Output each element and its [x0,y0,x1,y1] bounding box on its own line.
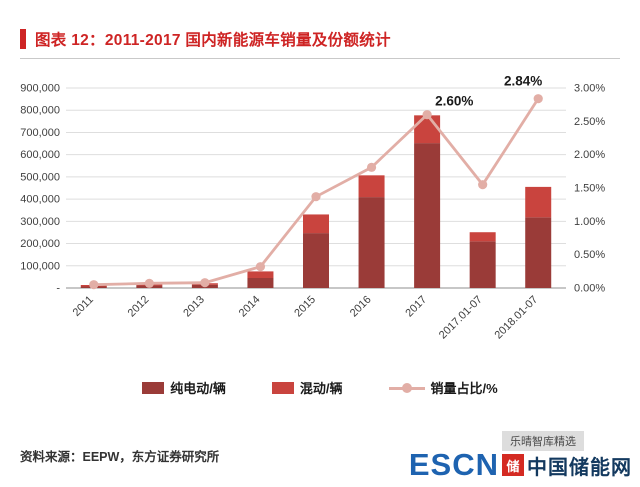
chart-title: 图表 12：2011-2017 国内新能源车销量及份额统计 [35,32,391,49]
x-axis-label: 2015 [292,294,318,320]
share-line-marker [533,94,543,104]
bar-hybrid [303,214,329,234]
share-line-marker [144,278,154,288]
data-label: 2.84% [504,74,542,89]
watermark: 乐晴智库精选 [502,431,584,451]
legend-swatch-pure-ev [142,381,165,394]
source-note: 资料来源：EEPW，东方证券研究所 [20,450,220,464]
site-name: 中国储能网 [527,456,632,479]
y-axis-label-right: 2.50% [574,116,605,128]
legend-dot [401,382,412,393]
x-axis-label: 2016 [348,294,374,320]
title-accent-bar [20,29,26,49]
bar-pure-ev [525,217,552,288]
escn-logo: ESCN 储 中国储能网 [409,447,632,483]
share-line-marker [366,162,377,172]
y-axis-label-right: 3.00% [574,83,605,95]
share-line-marker [478,180,488,190]
y-axis-label-left: 200,000 [20,238,60,250]
x-axis-label: 2017 [403,294,429,320]
title-underline [20,58,620,59]
y-axis-label-right: 0.00% [574,283,605,295]
y-axis-label-left: 700,000 [20,127,60,139]
legend-item-hybrid: 混动/辆 [271,378,343,397]
x-axis-label: 2018.01-07 [492,294,540,342]
x-axis-label: 2012 [126,294,152,320]
legend-label-hybrid: 混动/辆 [299,381,343,396]
chart-legend: 纯电动/辆 混动/辆 销量占比/% [0,378,640,397]
bar-pure-ev [247,278,274,288]
y-axis-label-right: 1.50% [574,183,605,195]
bar-hybrid [525,186,552,218]
x-axis-label: 2017.01-07 [437,294,485,342]
escn-wordmark: ESCN [408,447,499,482]
legend-label-pure-ev: 纯电动/辆 [170,381,226,396]
legend-label-share: 销量占比/% [430,381,498,396]
bar-hybrid [469,232,496,242]
y-axis-label-left: 100,000 [20,260,60,272]
y-axis-label-right: 2.00% [574,149,605,161]
bar-hybrid [358,175,385,198]
legend-item-pure-ev: 纯电动/辆 [142,378,226,397]
share-line-marker [89,280,99,290]
x-axis-label: 2013 [181,294,207,320]
chart-title-row: 图表 12：2011-2017 国内新能源车销量及份额统计 [20,28,391,50]
y-axis-label-left: 300,000 [20,216,60,228]
y-axis-label-left: 800,000 [20,105,60,117]
bar-pure-ev [469,241,496,288]
share-line-marker [311,192,321,202]
bar-hybrid [414,115,441,144]
y-axis-label-left: 600,000 [20,149,60,161]
bar-pure-ev [414,143,441,288]
escn-icon: 储 [502,454,524,476]
y-axis-label-left: 900,000 [20,83,60,95]
share-line-marker [422,110,432,120]
legend-swatch-hybrid [271,381,294,394]
y-axis-label-right: 1.00% [574,216,605,228]
bar-pure-ev [303,233,329,288]
y-axis-label-left: - [56,283,60,295]
combo-chart: - 100,000 200,000 300,000 400,000 500,000 600,… [20,74,605,342]
share-line-marker [200,278,210,288]
x-axis-label: 2014 [237,294,263,320]
data-label: 2.60% [435,94,473,109]
share-line-marker [255,262,266,272]
y-axis-label-left: 400,000 [20,194,60,206]
y-axis-label-right: 0.50% [574,249,605,261]
x-axis-label: 2011 [71,294,96,319]
bar-pure-ev [358,197,385,288]
legend-item-share: 销量占比/% [388,378,498,397]
y-axis-label-left: 500,000 [20,171,60,183]
bar-hybrid [247,271,274,278]
legend-line-marker-icon [388,382,425,394]
